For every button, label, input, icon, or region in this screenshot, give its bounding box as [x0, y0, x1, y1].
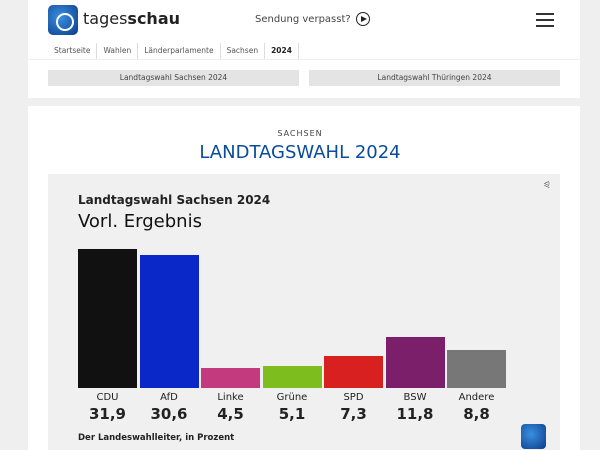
value-label: 4,5: [217, 405, 244, 423]
bar-spd: [324, 356, 383, 388]
breadcrumb-item[interactable]: Sachsen: [221, 43, 266, 59]
value-label: 8,8: [463, 405, 490, 423]
value-label: 31,9: [88, 405, 126, 423]
category-label: CDU: [96, 392, 119, 403]
brand-name[interactable]: tagesschau: [83, 9, 180, 28]
bar-andere: [447, 349, 506, 388]
chart-source: Der Landeswahlleiter, in Prozent: [78, 433, 235, 443]
bar-cdu: [78, 249, 137, 388]
divider: [28, 59, 580, 60]
tagesschau-logo[interactable]: [48, 5, 78, 35]
category-label: Andere: [458, 392, 495, 403]
missed-label: Sendung verpasst?: [255, 13, 351, 25]
section-kicker: SACHSEN: [277, 129, 323, 138]
category-label: BSW: [403, 392, 427, 403]
chart: Landtagswahl Sachsen 2024 Vorl. Ergebnis…: [48, 174, 560, 450]
value-label: 11,8: [396, 405, 434, 423]
breadcrumb-item[interactable]: 2024: [265, 43, 299, 59]
share-icon[interactable]: ⪨: [544, 179, 550, 190]
brand-bold: schau: [127, 9, 181, 28]
chart-title: Landtagswahl Sachsen 2024: [78, 193, 271, 207]
value-label: 5,1: [278, 405, 306, 423]
breadcrumb-item[interactable]: Wahlen: [97, 43, 139, 59]
breadcrumb-item[interactable]: Länderparlamente: [138, 43, 221, 59]
missed-show-link[interactable]: Sendung verpasst?: [255, 12, 370, 26]
value-label: 7,3: [340, 405, 367, 423]
value-label: 30,6: [150, 405, 188, 423]
bar-bsw: [385, 336, 445, 388]
bar-afd: [139, 254, 199, 388]
bar-linke: [201, 368, 260, 388]
play-icon: [355, 12, 370, 26]
category-label: Grüne: [276, 392, 308, 403]
tab-thueringen[interactable]: Landtagswahl Thüringen 2024: [309, 70, 560, 86]
tab-sachsen[interactable]: Landtagswahl Sachsen 2024: [48, 70, 299, 86]
category-label: AfD: [160, 392, 178, 403]
breadcrumb-item[interactable]: Startseite: [48, 43, 98, 59]
page-title: LANDTAGSWAHL 2024: [199, 142, 401, 163]
hamburger-menu-icon[interactable]: [536, 13, 554, 27]
bar-grüne: [262, 365, 322, 388]
ard-logo: [521, 424, 546, 449]
breadcrumb: Startseite Wahlen Länderparlamente Sachs…: [48, 42, 299, 60]
brand-light: tages: [83, 9, 128, 28]
category-label: Linke: [217, 392, 244, 403]
category-label: SPD: [343, 392, 364, 403]
chart-subtitle: Vorl. Ergebnis: [78, 211, 202, 232]
